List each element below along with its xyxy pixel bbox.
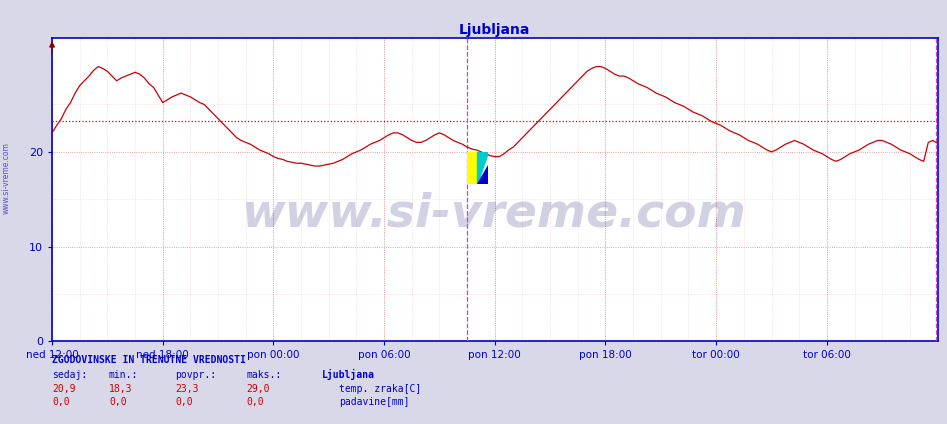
Text: min.:: min.: xyxy=(109,370,138,380)
Text: 0,0: 0,0 xyxy=(246,397,264,407)
Title: Ljubljana: Ljubljana xyxy=(459,23,530,37)
Polygon shape xyxy=(476,152,488,184)
Text: www.si-vreme.com: www.si-vreme.com xyxy=(242,192,747,237)
Text: Ljubljana: Ljubljana xyxy=(322,369,375,380)
Polygon shape xyxy=(476,165,488,184)
Text: maks.:: maks.: xyxy=(246,370,281,380)
Text: www.si-vreme.com: www.si-vreme.com xyxy=(1,142,10,214)
Text: ZGODOVINSKE IN TRENUTNE VREDNOSTI: ZGODOVINSKE IN TRENUTNE VREDNOSTI xyxy=(52,354,246,365)
Text: 0,0: 0,0 xyxy=(175,397,193,407)
Polygon shape xyxy=(467,152,478,184)
Text: sedaj:: sedaj: xyxy=(52,370,87,380)
Text: 29,0: 29,0 xyxy=(246,384,270,394)
Text: 0,0: 0,0 xyxy=(109,397,127,407)
Text: 18,3: 18,3 xyxy=(109,384,133,394)
Text: 20,9: 20,9 xyxy=(52,384,76,394)
Text: povpr.:: povpr.: xyxy=(175,370,216,380)
Text: temp. zraka[C]: temp. zraka[C] xyxy=(339,384,421,394)
Text: padavine[mm]: padavine[mm] xyxy=(339,397,409,407)
Text: 23,3: 23,3 xyxy=(175,384,199,394)
Text: 0,0: 0,0 xyxy=(52,397,70,407)
